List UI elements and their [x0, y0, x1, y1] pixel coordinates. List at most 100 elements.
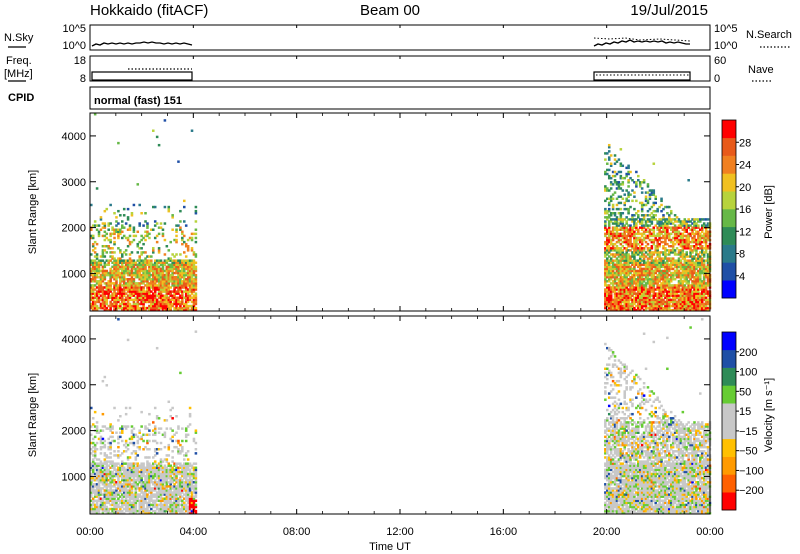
- range-time-cell: [144, 257, 147, 260]
- range-time-cell: [646, 199, 650, 203]
- range-time-cell: [175, 300, 178, 304]
- range-time-cell: [184, 284, 188, 287]
- range-time-cell: [109, 232, 112, 236]
- range-time-cell: [650, 212, 654, 215]
- range-time-cell: [165, 495, 169, 498]
- range-time-cell: [609, 308, 613, 312]
- range-time-cell: [159, 468, 163, 472]
- range-time-cell: [646, 242, 650, 246]
- range-time-cell: [173, 476, 176, 480]
- range-time-cell: [673, 296, 677, 300]
- range-time-cell: [142, 263, 145, 267]
- range-time-cell: [173, 464, 176, 467]
- range-time-cell: [629, 306, 632, 310]
- range-time-cell: [117, 228, 120, 231]
- range-time-cell: [152, 501, 155, 505]
- range-time-cell: [111, 466, 114, 470]
- range-time-cell: [194, 232, 198, 236]
- range-time-cell: [165, 487, 169, 490]
- range-time-cell: [138, 275, 141, 279]
- range-time-cell: [171, 472, 174, 476]
- range-time-cell: [609, 176, 613, 180]
- range-time-cell: [153, 275, 157, 279]
- range-time-cell: [702, 286, 706, 289]
- range-time-cell: [644, 197, 648, 201]
- range-time-cell: [637, 302, 640, 306]
- range-time-cell: [621, 218, 625, 221]
- range-time-cell: [109, 485, 112, 488]
- range-time-cell: [142, 448, 145, 451]
- range-time-cell: [163, 238, 167, 242]
- range-time-cell: [615, 296, 619, 300]
- range-time-cell: [638, 238, 642, 242]
- range-time-cell: [103, 478, 107, 482]
- range-time-cell: [702, 238, 706, 242]
- range-time-cell: [93, 491, 97, 494]
- range-time-cell: [183, 259, 186, 262]
- range-time-cell: [631, 228, 634, 231]
- range-time-cell: [163, 431, 167, 434]
- range-time-cell: [144, 261, 147, 264]
- range-time-cell: [136, 478, 140, 482]
- range-time-cell: [625, 282, 628, 285]
- range-time-cell: [140, 275, 143, 279]
- range-time-cell: [130, 503, 134, 507]
- range-time-cell: [186, 308, 190, 312]
- range-time-cell: [611, 245, 615, 248]
- range-time-cell: [190, 269, 194, 273]
- range-time-cell: [604, 240, 607, 244]
- range-time-cell: [153, 290, 157, 293]
- range-time-cell: [606, 269, 609, 273]
- range-time-cell: [625, 273, 628, 277]
- range-time-cell: [161, 228, 165, 231]
- range-time-cell: [669, 290, 673, 293]
- range-time-cell: [109, 511, 112, 515]
- range-time-cell: [159, 507, 163, 511]
- range-time-cell: [124, 445, 128, 449]
- range-time-cell: [640, 203, 644, 207]
- range-time-cell: [635, 236, 638, 240]
- range-time-cell: [153, 288, 157, 291]
- range-time-cell: [671, 236, 675, 240]
- range-time-cell: [126, 238, 130, 242]
- range-time-cell: [124, 509, 128, 513]
- range-time-cell: [165, 458, 169, 461]
- range-time-cell: [171, 501, 174, 505]
- range-time-cell: [142, 474, 145, 478]
- range-time-cell: [138, 464, 141, 467]
- range-time-cell: [142, 259, 145, 262]
- range-time-cell: [662, 228, 665, 231]
- range-time-cell: [122, 267, 126, 271]
- range-time-cell: [704, 306, 708, 310]
- range-time-cell: [99, 448, 103, 451]
- range-time-cell: [97, 499, 101, 503]
- range-time-cell: [121, 269, 124, 273]
- range-time-cell: [150, 282, 153, 285]
- range-time-cell: [615, 259, 619, 262]
- range-time-cell: [101, 511, 105, 515]
- range-time-cell: [650, 290, 654, 293]
- range-time-cell: [194, 205, 198, 209]
- range-time-cell: [689, 288, 692, 291]
- range-time-cell: [103, 230, 107, 234]
- range-time-cell: [177, 263, 180, 267]
- range-time-cell: [134, 505, 138, 509]
- range-time-cell: [117, 478, 120, 482]
- range-time-cell: [146, 468, 149, 472]
- range-time-cell: [606, 263, 609, 267]
- range-time-cell: [115, 308, 118, 312]
- range-time-cell: [619, 300, 623, 304]
- range-time-cell: [91, 245, 95, 248]
- range-time-cell: [658, 296, 661, 300]
- range-time-cell: [691, 261, 694, 264]
- range-time-cell: [161, 263, 165, 267]
- range-time-cell: [623, 207, 626, 211]
- range-time-cell: [669, 280, 673, 283]
- nave-label: Nave: [748, 64, 774, 76]
- range-time-cell: [105, 501, 109, 505]
- range-time-cell: [163, 286, 167, 289]
- range-time-cell: [163, 284, 167, 287]
- range-time-cell: [124, 507, 128, 511]
- range-time-cell: [658, 288, 661, 291]
- range-time-cell: [95, 511, 99, 515]
